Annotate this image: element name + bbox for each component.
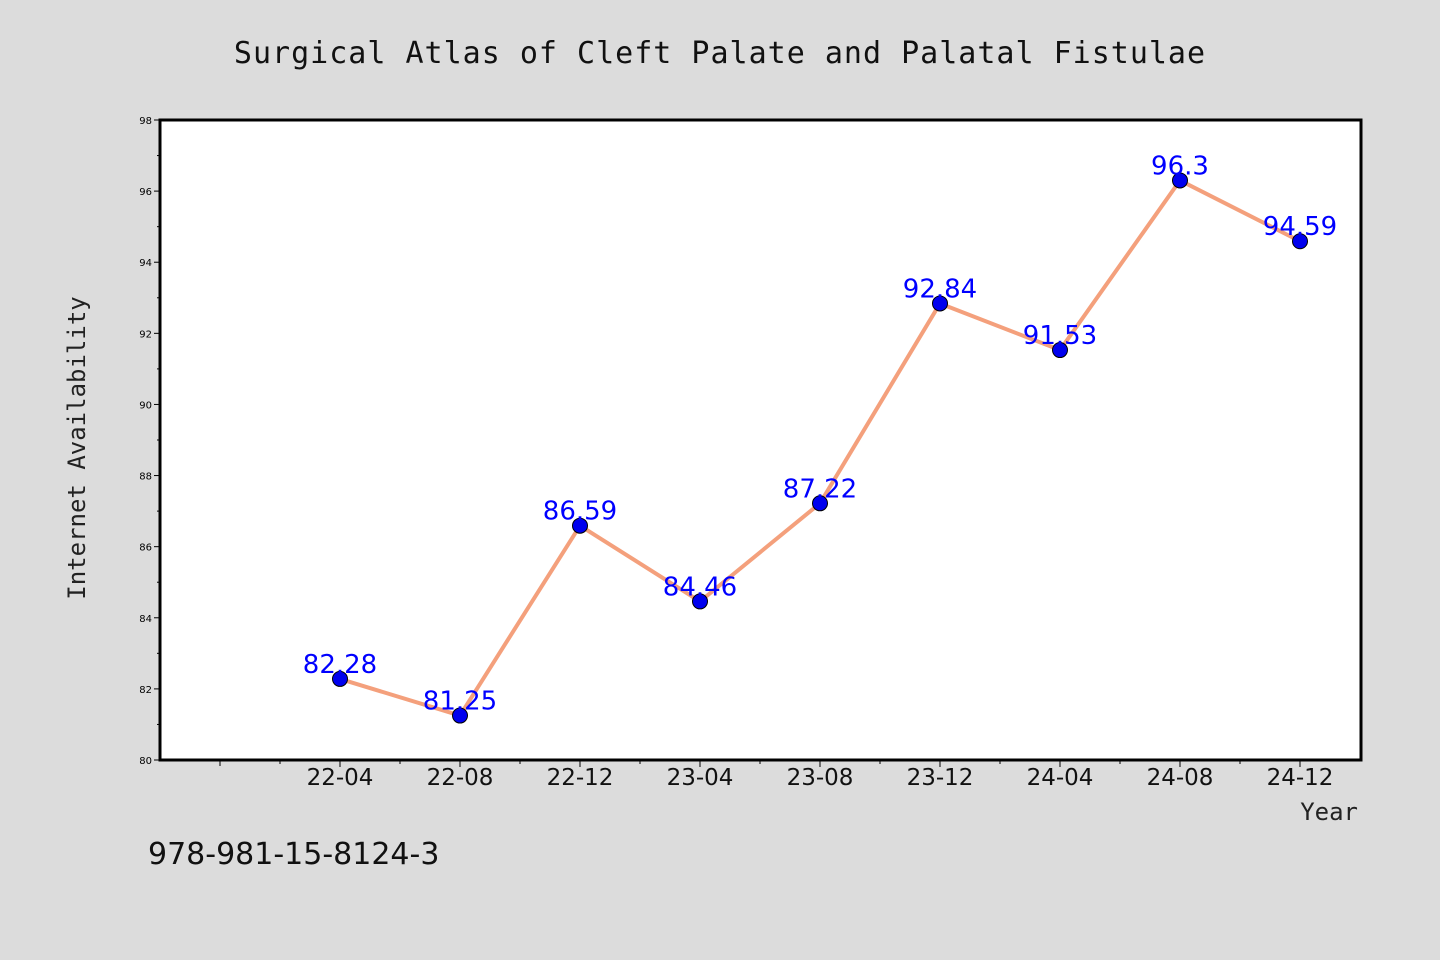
data-point	[1052, 342, 1068, 359]
data-label: 96.3	[1151, 151, 1209, 181]
x-tick-label: 22-12	[547, 765, 614, 791]
data-point	[812, 495, 828, 512]
y-tick-label: 82	[139, 685, 152, 696]
y-tick-label: 94	[139, 258, 152, 269]
x-tick-label: 24-04	[1027, 765, 1094, 791]
isbn-text: 978-981-15-8124-3	[148, 837, 439, 872]
data-point	[692, 593, 708, 610]
data-label: 91.53	[1023, 321, 1097, 351]
y-tick-label: 86	[139, 543, 152, 554]
y-tick-label: 88	[139, 472, 152, 483]
x-tick-label: 23-04	[667, 765, 734, 791]
chart-title: Surgical Atlas of Cleft Palate and Palat…	[234, 36, 1206, 71]
data-label: 94.59	[1263, 212, 1337, 242]
x-tick-label: 23-08	[787, 765, 854, 791]
data-label: 82.28	[303, 650, 377, 680]
x-tick-label: 24-12	[1267, 765, 1334, 791]
data-point	[452, 707, 468, 724]
y-tick-label: 80	[139, 756, 152, 767]
data-label: 81.25	[423, 687, 497, 717]
plot-area	[160, 120, 1361, 760]
data-point	[332, 670, 348, 687]
plot-frame	[158, 118, 1363, 762]
data-label: 86.59	[543, 497, 617, 527]
data-label: 87.22	[783, 474, 857, 504]
x-axis-title: Year	[1300, 798, 1358, 826]
y-tick-label: 90	[139, 400, 152, 411]
x-tick-label: 24-08	[1147, 765, 1214, 791]
data-point	[572, 517, 588, 534]
x-tick-label: 22-04	[307, 765, 374, 791]
data-series	[332, 172, 1308, 724]
data-label: 92.84	[903, 274, 977, 304]
y-axis-ticks: 80 82 84 86 88 90 92 94 96 98	[139, 116, 160, 767]
y-tick-label: 98	[139, 116, 152, 127]
data-label: 84.46	[663, 572, 737, 602]
y-axis-title: Internet Availability	[63, 296, 91, 599]
data-point	[932, 295, 948, 312]
x-axis-ticks: 22-04 22-08 22-12 23-04 23-08 23-12 24-04 24-08…	[219, 760, 1334, 791]
data-labels: 82.28 81.25 86.59 84.46 87.22 92.84 91.53 96.3 9…	[303, 151, 1337, 716]
data-point	[1292, 233, 1308, 250]
y-tick-label: 92	[139, 329, 152, 340]
data-point	[1172, 172, 1188, 189]
y-tick-label: 96	[139, 187, 152, 198]
x-tick-label: 23-12	[907, 765, 974, 791]
y-tick-label: 84	[139, 614, 152, 625]
x-tick-label: 22-08	[427, 765, 494, 791]
